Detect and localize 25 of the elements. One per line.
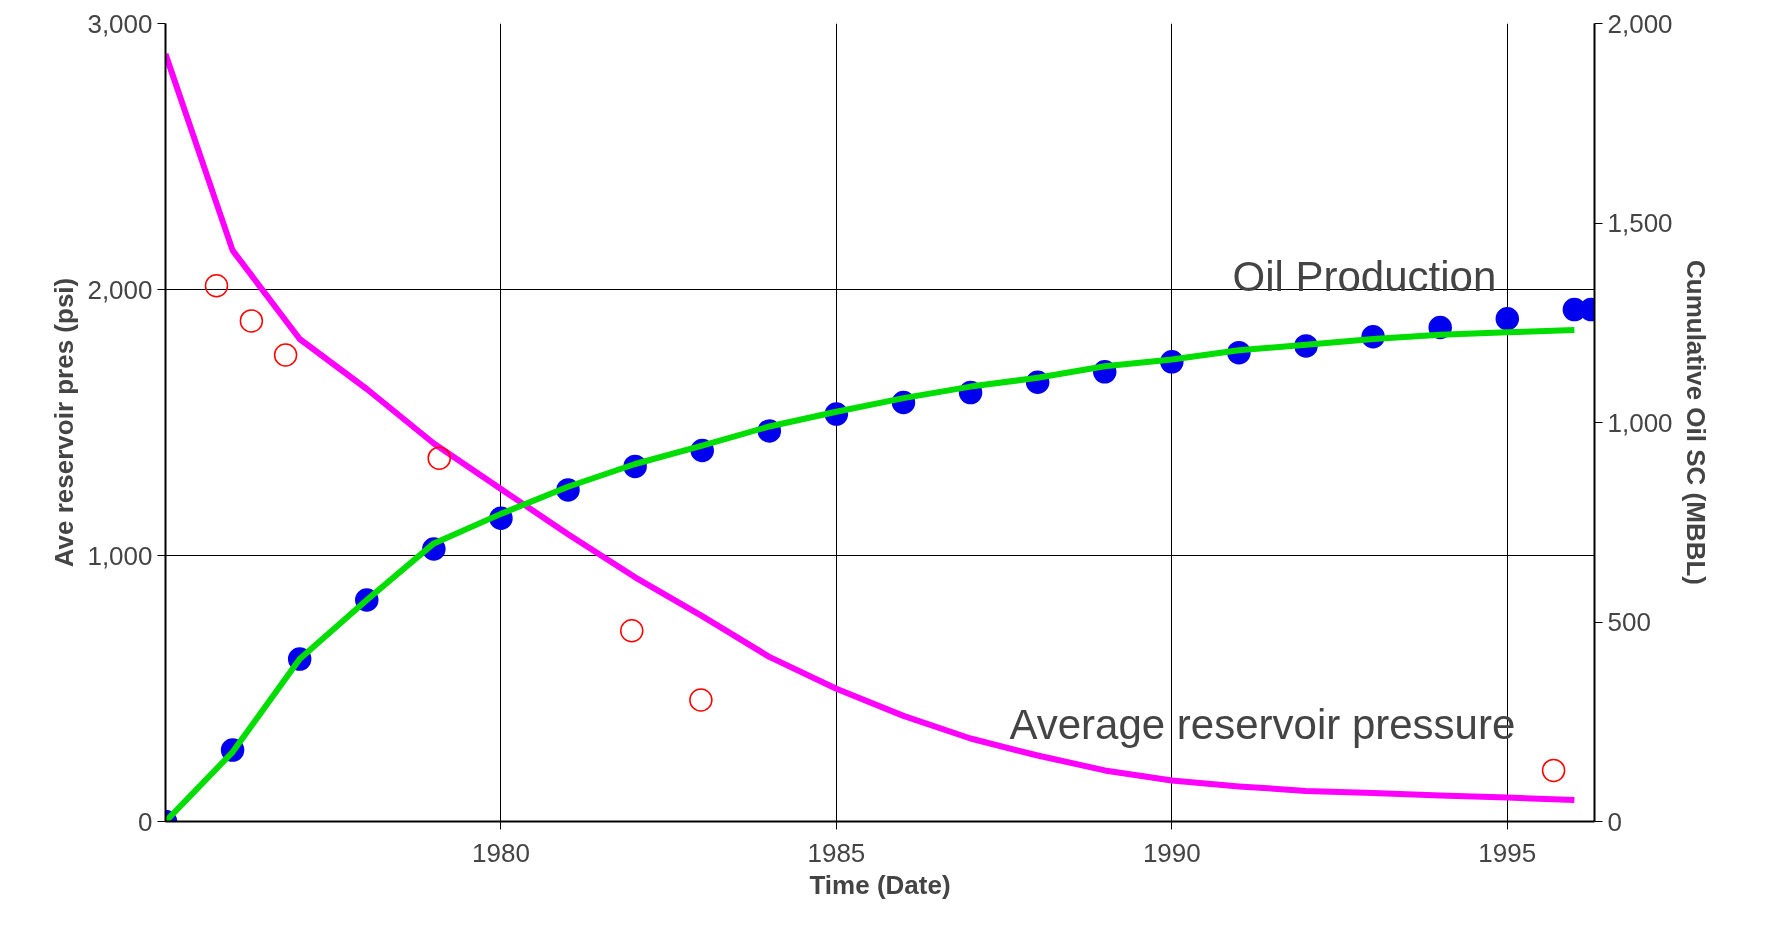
- y-tick-label: 3,000: [87, 8, 153, 39]
- point: [239, 309, 264, 333]
- y2-tick-label: 0: [1607, 806, 1622, 837]
- point: [204, 274, 229, 298]
- y2-tick-label: 500: [1607, 607, 1651, 637]
- y-axis-title: Ave reservoir pres (psi): [49, 277, 80, 568]
- point: [273, 343, 298, 367]
- annotation: Oil Production: [1232, 253, 1497, 300]
- point: [1495, 307, 1520, 331]
- y2-tick-label: 2,000: [1607, 8, 1673, 39]
- y-tick-label: 1,000: [87, 540, 153, 571]
- y-tick-label: 2,000: [87, 274, 153, 305]
- x-tick-label: 1995: [1478, 837, 1537, 868]
- point: [427, 446, 451, 470]
- y2-tick-label: 1,500: [1607, 208, 1673, 238]
- x-tick-label: 1980: [472, 837, 530, 868]
- point: [1541, 758, 1566, 783]
- y2-axis-title: Cumulative Oil SC (MBBL): [1680, 259, 1711, 586]
- point: [689, 688, 713, 712]
- x-tick-label: 1985: [807, 837, 866, 868]
- x-tick-label: 1990: [1142, 837, 1201, 868]
- x-axis-title: Time (Date): [809, 869, 951, 900]
- point: [620, 619, 644, 643]
- y-tick-label: 0: [138, 806, 153, 837]
- y2-tick-label: 1,000: [1607, 407, 1673, 438]
